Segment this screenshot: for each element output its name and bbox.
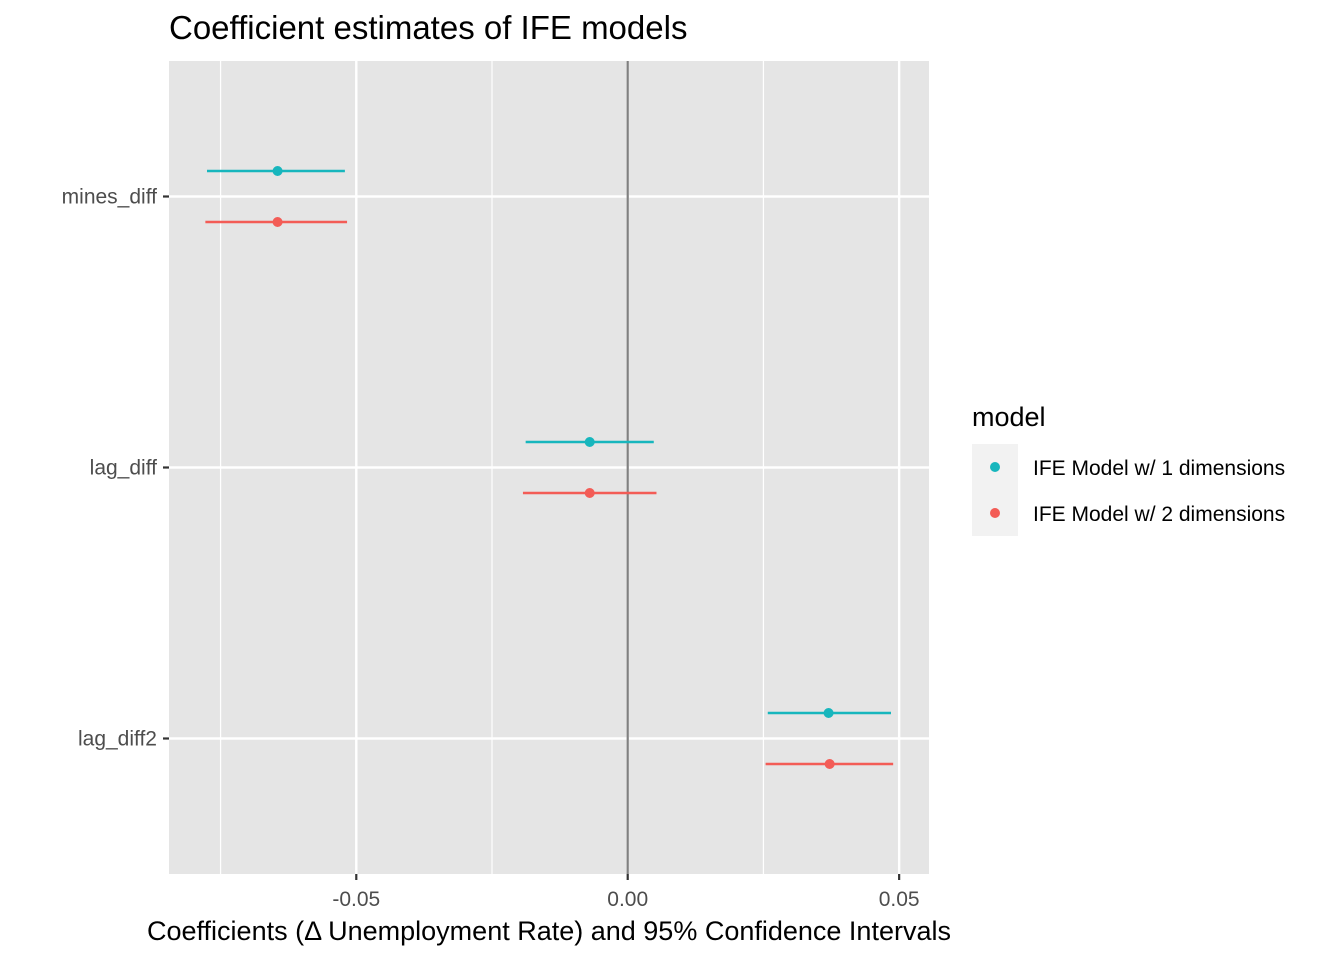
x-axis: -0.05 0.00 0.05 bbox=[332, 874, 920, 911]
y-tick-label: mines_diff bbox=[62, 186, 157, 209]
x-axis-title: Coefficients (Δ Unemployment Rate) and 9… bbox=[147, 916, 951, 946]
legend-key-point bbox=[990, 508, 1000, 518]
x-tick-label: 0.05 bbox=[879, 888, 920, 911]
x-tick-label: 0.00 bbox=[607, 888, 648, 911]
coefficient-point bbox=[823, 708, 834, 718]
coefficient-point bbox=[824, 759, 835, 769]
coefficient-point bbox=[272, 217, 283, 227]
series-layer bbox=[205, 166, 894, 769]
x-tick-label: -0.05 bbox=[332, 888, 380, 911]
y-axis: mines_diff lag_diff lag_diff2 bbox=[62, 186, 169, 751]
legend-label: IFE Model w/ 2 dimensions bbox=[1033, 503, 1285, 526]
legend-title: model bbox=[972, 402, 1046, 432]
legend-label: IFE Model w/ 1 dimensions bbox=[1033, 457, 1285, 480]
chart-title: Coefficient estimates of IFE models bbox=[169, 9, 687, 46]
legend-items: IFE Model w/ 1 dimensions IFE Model w/ 2 … bbox=[990, 457, 1285, 526]
major-gridlines bbox=[169, 61, 929, 874]
coefficient-point bbox=[584, 488, 595, 498]
coefficient-point bbox=[584, 437, 595, 447]
legend-key-point bbox=[990, 462, 1000, 472]
y-tick-label: lag_diff2 bbox=[78, 728, 157, 751]
legend-key-background bbox=[972, 444, 1018, 536]
coefficient-point bbox=[272, 166, 283, 176]
y-tick-label: lag_diff bbox=[90, 457, 158, 480]
